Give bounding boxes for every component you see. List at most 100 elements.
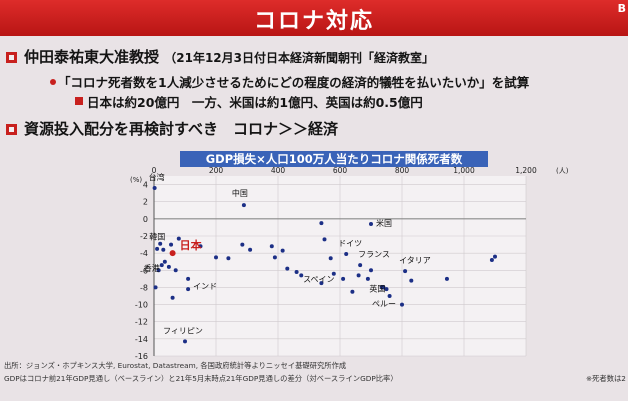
data-point [156, 268, 161, 273]
data-point-台湾 [152, 186, 157, 190]
point-label: 日本 [180, 238, 202, 252]
section2-marker [6, 124, 17, 135]
scatter-chart: 0 200 400 600 800 1,000 1,200 4 2 0 -2 -4 -6 -8 -10 -12… [130, 166, 569, 360]
point-label: スペイン [303, 275, 334, 284]
data-point [319, 221, 324, 226]
section2-heading: 資源投入配分を再検討すべき コロナ＞＞経済 [24, 120, 338, 138]
point-label: 韓国 [149, 232, 165, 242]
section1-heading: 仲田泰祐東大准教授 （21年12月3日付日本経済新聞朝刊「経済教室」 [24, 46, 434, 67]
data-point [272, 255, 277, 260]
data-point-ペルー [400, 302, 404, 307]
data-point [280, 248, 285, 253]
footer-death-note: ※死者数は2 [586, 374, 626, 383]
y-tick-label: -14 [135, 335, 148, 344]
x-tick-label: 200 [209, 166, 224, 175]
page-title: コロナ対応 [253, 9, 374, 34]
data-point-イタリア [403, 269, 408, 274]
data-point-ドイツ [344, 252, 349, 256]
data-point-香港 [159, 263, 164, 268]
data-point [186, 287, 191, 292]
data-point [409, 278, 414, 283]
x-unit-label: (人) [556, 167, 569, 175]
data-point [493, 254, 497, 259]
data-point [214, 255, 218, 260]
bullet1-marker [50, 79, 56, 85]
data-point [158, 241, 163, 246]
data-point-中国 [241, 203, 246, 208]
y-tick-label: -16 [135, 352, 148, 360]
chart-title: GDP損失×人口100万人当たりコロナ関係死者数 [180, 151, 488, 167]
footer-note: GDPはコロナ前21年GDP見通し（ベースライン）と21年5月末時点21年GDP… [4, 374, 398, 383]
data-point-インド [186, 276, 191, 281]
data-point [166, 264, 171, 269]
x-tick-label: 400 [271, 166, 286, 175]
point-label: 中国 [232, 188, 248, 198]
data-point [322, 237, 327, 242]
data-point-フィリピン [183, 339, 187, 344]
channel-logo: B [617, 2, 626, 15]
data-point [162, 259, 167, 264]
data-point [226, 256, 231, 261]
point-label: 米国 [376, 218, 392, 228]
data-point [350, 289, 355, 294]
point-label: 香港 [144, 263, 160, 273]
data-point [173, 268, 178, 273]
y-tick-label: 4 [143, 181, 148, 190]
x-tick-label: 1,000 [453, 166, 475, 175]
data-point [155, 246, 160, 251]
point-label: フィリピン [163, 326, 203, 335]
data-point [170, 295, 175, 300]
data-point-日本 [169, 250, 176, 257]
data-points [152, 186, 497, 344]
data-point [285, 266, 290, 271]
y-tick-label: -10 [135, 301, 148, 310]
data-point-韓国 [161, 247, 166, 252]
footer-source: 出所：ジョンズ・ホプキンス大学, Eurostat, Datastream, 各… [4, 361, 347, 370]
data-point [176, 236, 181, 241]
data-point [198, 244, 203, 249]
x-tick-label: 0 [152, 166, 157, 175]
bullet2-text: 日本は約20億円 一方、米国は約1億円、英国は約0.5億円 [87, 95, 423, 110]
point-label: 英国 [369, 283, 385, 293]
y-tick-label: 0 [143, 215, 148, 224]
y-unit-label: (%) [130, 176, 142, 184]
point-label: イタリア [399, 256, 431, 265]
y-tick-label: -6 [140, 266, 148, 275]
section1-heading-text: 仲田泰祐東大准教授 [24, 48, 160, 66]
data-point [365, 276, 370, 281]
x-tick-label: 600 [333, 166, 348, 175]
x-tick-label: 1,200 [515, 166, 537, 175]
data-point [153, 285, 158, 290]
data-point [299, 273, 304, 278]
data-point-フランス [358, 263, 363, 268]
data-point [169, 242, 174, 247]
point-label: ドイツ [338, 239, 362, 248]
data-point [444, 276, 449, 281]
data-point [269, 244, 274, 249]
data-point [328, 256, 333, 261]
data-point-英国 [381, 285, 386, 290]
data-point [240, 242, 245, 247]
section1-source: （21年12月3日付日本経済新聞朝刊「経済教室」 [164, 51, 434, 65]
data-point [384, 287, 389, 292]
point-label: ペルー [372, 300, 396, 309]
y-tick-label: -12 [135, 318, 148, 327]
data-point [294, 270, 299, 274]
bullet1-text: 「コロナ死者数を1人減少させるためにどの程度の経済的犠牲を払いたいか」を試算 [58, 75, 530, 90]
bullet2-marker [75, 97, 83, 105]
data-point [331, 271, 336, 276]
data-point [369, 268, 373, 273]
data-point-スペイン [341, 276, 346, 281]
header-bar: コロナ対応 B [0, 0, 628, 36]
gridlines [153, 176, 527, 357]
section1-marker [6, 52, 17, 63]
data-point [248, 247, 253, 252]
point-label: 台湾 [149, 172, 165, 182]
data-point [356, 273, 361, 278]
x-tick-label: 800 [395, 166, 410, 175]
data-point [387, 294, 392, 298]
y-tick-label: -4 [140, 249, 148, 258]
y-tick-label: 2 [143, 198, 148, 207]
data-point-米国 [369, 222, 373, 226]
